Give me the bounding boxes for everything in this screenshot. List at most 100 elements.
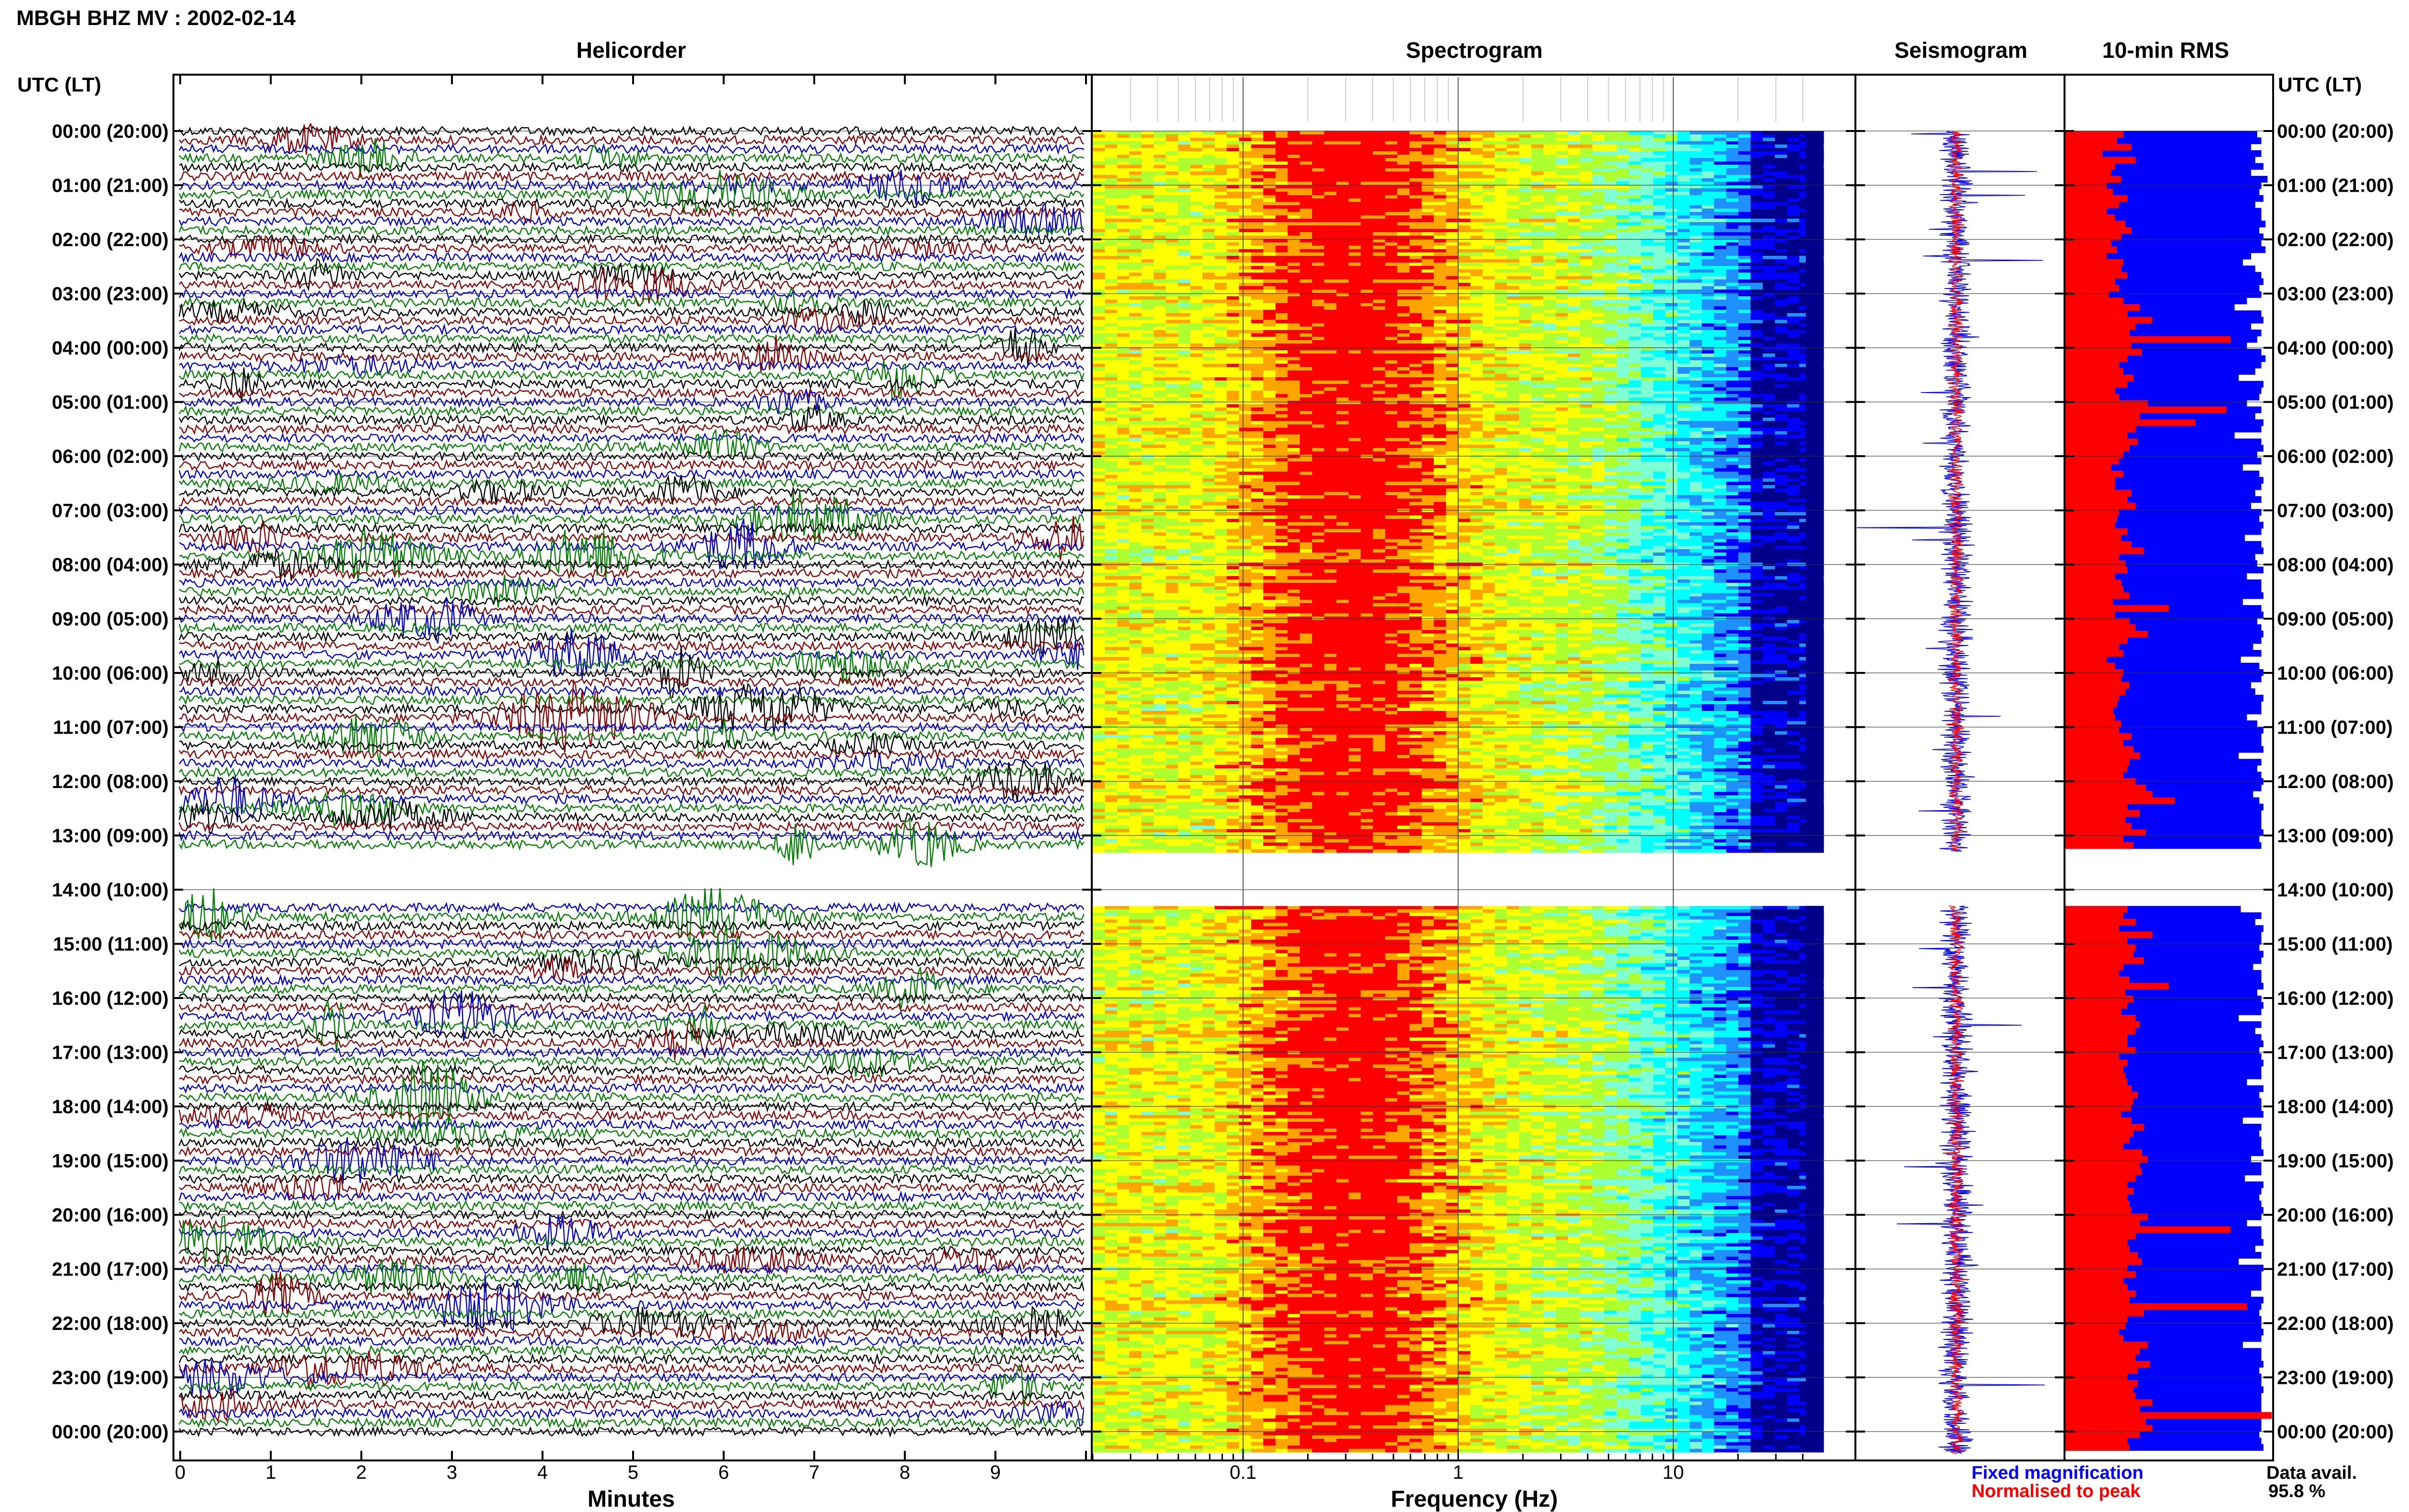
rms-normalised-bar: [2065, 246, 2117, 253]
rms-normalised-bar: [2065, 1220, 2140, 1227]
helicorder-trace: [179, 696, 1084, 704]
time-label: 18:00 (14:00): [52, 1096, 169, 1118]
rms-normalised-bar: [2065, 1444, 2130, 1451]
rms-normalised-bar: [2065, 1412, 2272, 1419]
rms-normalised-bar: [2065, 362, 2119, 368]
rms-normalised-bar: [2065, 1380, 2138, 1387]
rms-normalised-bar: [2065, 1431, 2140, 1438]
rms-normalised-bar: [2065, 579, 2121, 586]
rms-normalised-bar: [2065, 240, 2111, 247]
time-label: 14:00 (10:00): [2277, 880, 2394, 901]
helicorder-xlabel: Minutes: [587, 1486, 675, 1512]
rms-normalised-bar: [2065, 772, 2123, 778]
rms-normalised-bar: [2065, 592, 2130, 599]
rms-normalised-bar: [2065, 1143, 2123, 1150]
time-label: 19:00 (15:00): [2277, 1151, 2394, 1172]
rms-normalised-bar: [2065, 170, 2111, 176]
rms-normalised-bar: [2065, 471, 2123, 477]
time-label: 15:00 (11:00): [2277, 934, 2393, 955]
rms-normalised-bar: [2065, 176, 2121, 183]
rms-normalised-bar: [2065, 432, 2127, 439]
legend-normalised-to-peak: Normalised to peak: [1972, 1481, 2141, 1501]
rms-normalised-bar: [2065, 695, 2119, 701]
rms-normalised-bar: [2065, 1329, 2119, 1336]
time-label: 22:00 (18:00): [2277, 1313, 2394, 1334]
rms-normalised-bar: [2065, 265, 2121, 272]
rms-normalised-bar: [2065, 816, 2125, 823]
rms-normalised-bar: [2065, 278, 2115, 285]
rms-normalised-bar: [2065, 1399, 2152, 1406]
rms-normalised-bar: [2065, 1361, 2150, 1367]
time-label: 00:00 (20:00): [2277, 121, 2394, 142]
time-label: 12:00 (08:00): [2277, 771, 2394, 792]
rms-normalised-bar: [2065, 970, 2119, 977]
rms-normalised-bar: [2065, 445, 2130, 452]
rms-normalised-bar: [2065, 785, 2146, 791]
rms-normalised-bar: [2065, 1073, 2125, 1079]
rms-normalised-bar: [2065, 535, 2121, 541]
helicorder-trace: [179, 678, 1084, 686]
rms-normalised-bar: [2065, 201, 2119, 208]
helicorder-trace: [179, 1084, 1084, 1093]
rms-normalised-bar: [2065, 1156, 2148, 1163]
rms-normalised-bar: [2065, 1316, 2127, 1323]
rms-normalised-bar: [2065, 1201, 2130, 1208]
rms-normalised-bar: [2065, 663, 2115, 670]
rms-normalised-bar: [2065, 701, 2117, 708]
helicorder-trace: [179, 1066, 1084, 1075]
time-label: 22:00 (18:00): [52, 1313, 169, 1334]
time-label: 09:00 (05:00): [2277, 609, 2394, 630]
helicorder-trace: [179, 1346, 1084, 1354]
rms-normalised-bar: [2065, 1194, 2127, 1201]
data-avail-value: 95.8 %: [2268, 1481, 2325, 1501]
rms-normalised-bar: [2065, 1098, 2133, 1105]
helicorder-trace: [179, 262, 1084, 271]
time-label: 18:00 (14:00): [2277, 1096, 2394, 1118]
seismogram-fixed-trace: [1897, 906, 2045, 1454]
rms-normalised-bar: [2065, 304, 2140, 311]
helicorder-trace: [179, 407, 1084, 415]
rms-normalised-bar: [2065, 919, 2136, 925]
helicorder-trace: [179, 596, 1084, 605]
helicorder-trace: [179, 605, 1084, 614]
rms-normalised-bar: [2065, 1341, 2148, 1348]
rms-normalised-bar: [2065, 522, 2115, 528]
rms-normalised-bar: [2065, 477, 2115, 484]
rms-normalised-bar: [2065, 496, 2127, 503]
helicorder-trace: [179, 1120, 1084, 1129]
time-label: 20:00 (16:00): [52, 1205, 169, 1226]
time-label: 02:00 (22:00): [2277, 229, 2394, 250]
helicorder-traces: [179, 123, 1084, 1436]
rms-normalised-bar: [2065, 381, 2127, 388]
time-label: 09:00 (05:00): [52, 609, 169, 630]
helicorder-trace: [179, 389, 1084, 397]
spectrogram-tick-label: 1: [1453, 1462, 1463, 1483]
rms-normalised-bar: [2065, 566, 2127, 573]
helicorder-trace: [179, 569, 1084, 578]
helicorder-trace: [179, 1201, 1084, 1210]
rms-normalised-bar: [2065, 1310, 2144, 1316]
rms-normalised-bar: [2065, 733, 2131, 740]
rms-normalised-bar: [2065, 721, 2121, 727]
rms-normalised-bar: [2065, 983, 2169, 989]
rms-normalised-bar: [2065, 1226, 2230, 1233]
spectrogram-tick-label: 0.1: [1230, 1462, 1257, 1483]
helicorder-tick-label: 9: [990, 1462, 1001, 1483]
time-label: 20:00 (16:00): [2277, 1205, 2394, 1226]
helicorder-trace: [179, 1310, 1084, 1318]
rms-normalised-bar: [2065, 964, 2123, 971]
helicorder-trace: [179, 760, 1084, 802]
rms-normalised-bar: [2065, 836, 2123, 842]
rms-normalised-bar: [2065, 355, 2127, 362]
rms-normalised-bar: [2065, 1053, 2119, 1060]
time-label: 11:00 (07:00): [2277, 717, 2393, 738]
rms-normalised-bar: [2065, 253, 2107, 260]
time-label: 05:00 (01:00): [2277, 392, 2394, 413]
time-label: 00:00 (20:00): [2277, 1421, 2394, 1443]
rms-normalised-bar: [2065, 1258, 2142, 1265]
rms-normalised-bar: [2065, 515, 2117, 522]
rms-normalised-bar: [2065, 1034, 2127, 1041]
rms-normalised-bar: [2065, 912, 2123, 919]
rms-normalised-bar: [2065, 1419, 2146, 1425]
rms-normalised-bar: [2065, 976, 2130, 983]
